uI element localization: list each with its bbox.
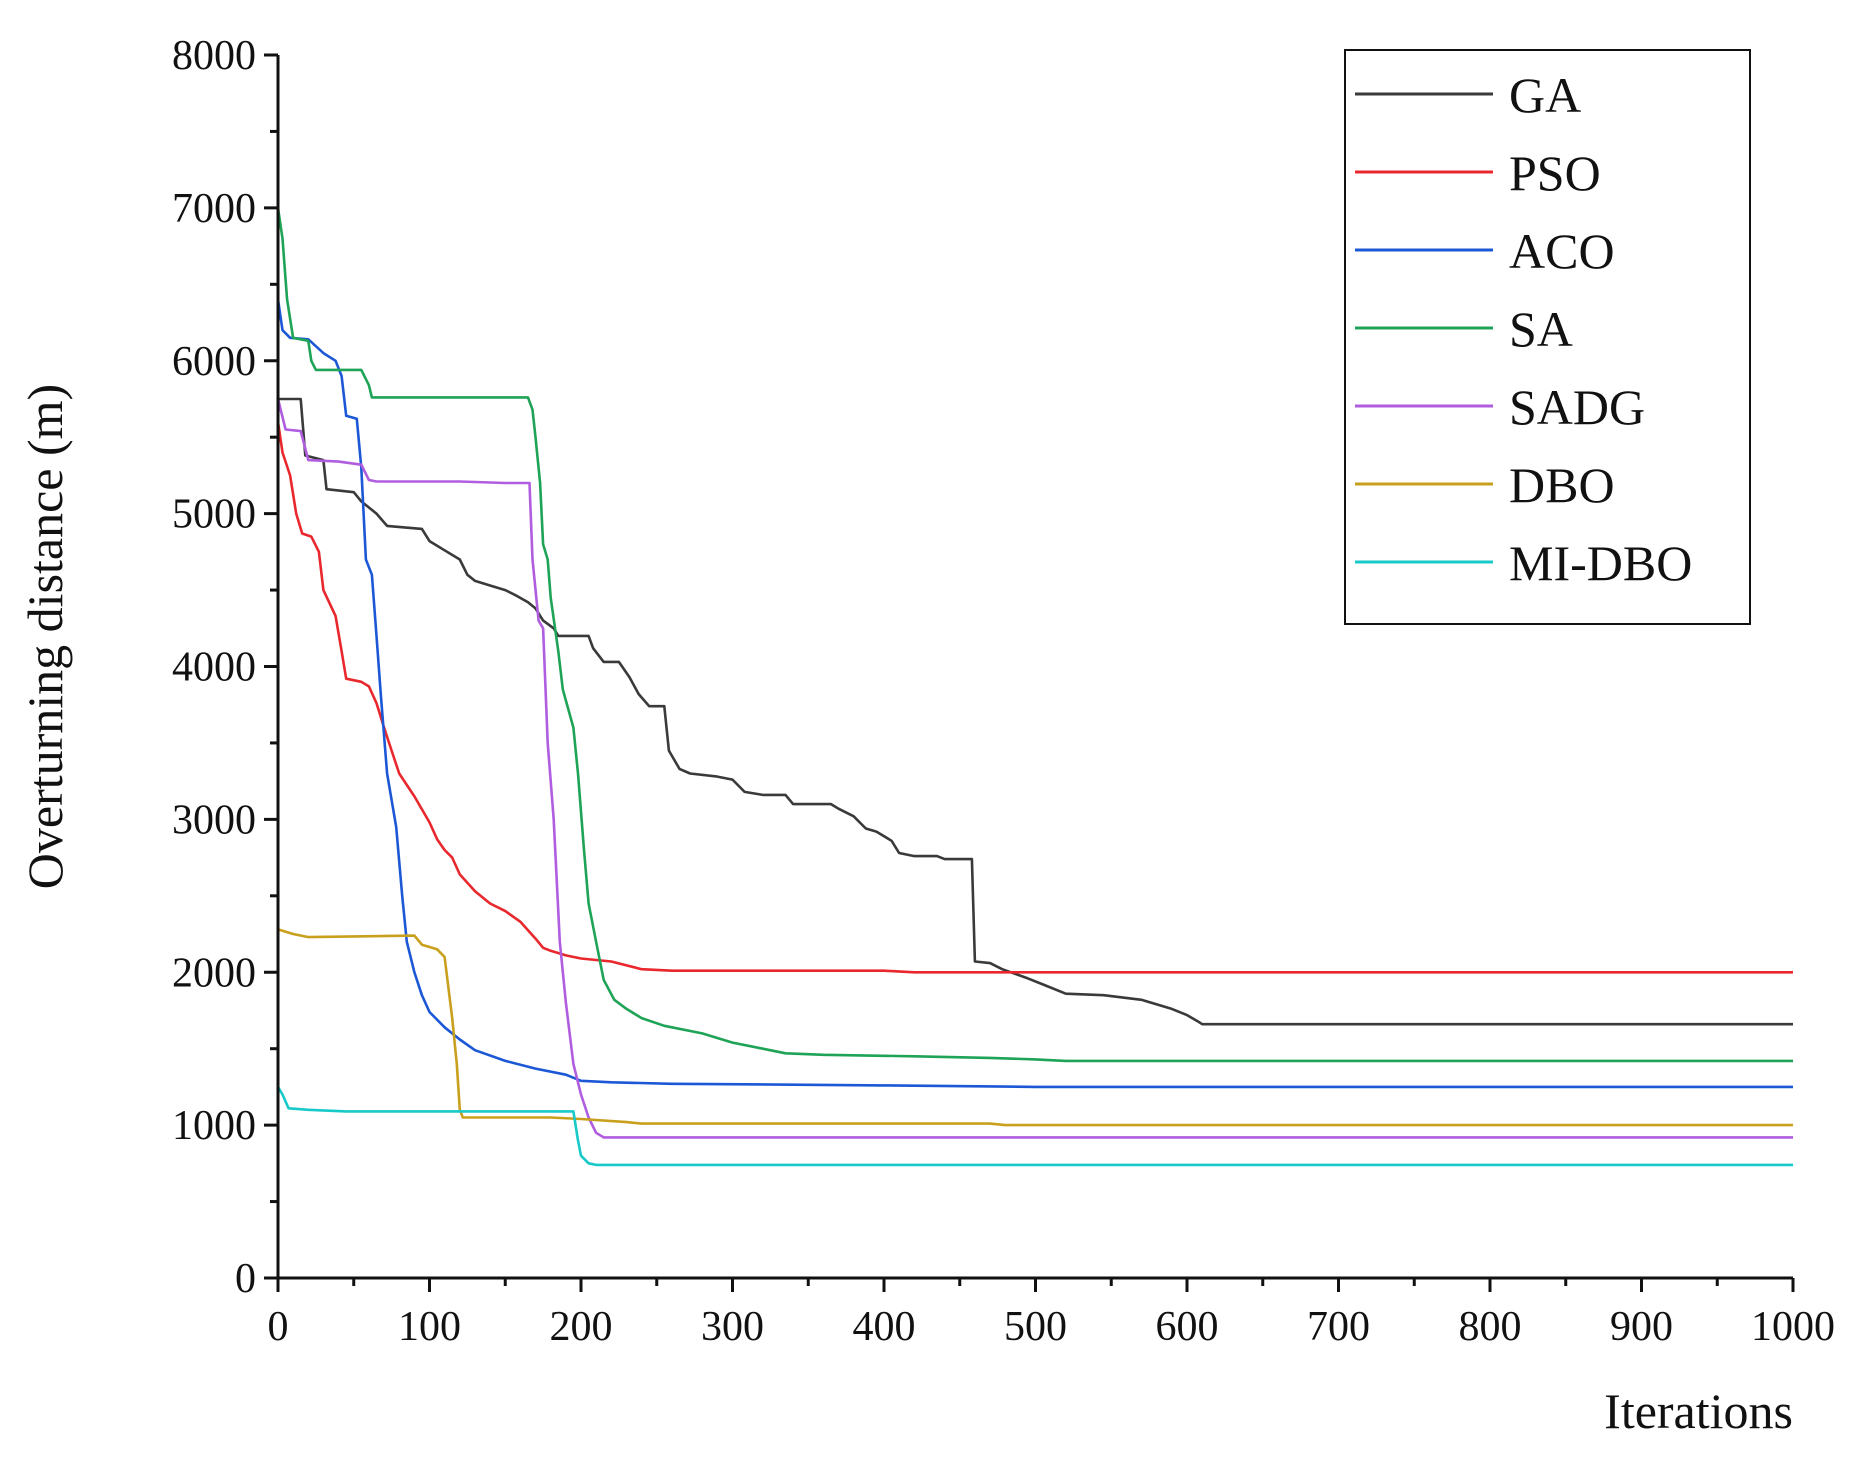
x-tick-label: 500 xyxy=(1004,1304,1067,1350)
x-tick-label: 0 xyxy=(268,1304,289,1350)
y-axis-ticks: 0 1000 2000 3000 4000 5000 6000 7000 8000 xyxy=(172,33,278,1302)
legend-item-dbo: DBO xyxy=(1355,457,1615,513)
legend-item-mi-dbo: MI-DBO xyxy=(1355,535,1692,591)
x-tick-label: 300 xyxy=(701,1304,764,1350)
series-layer xyxy=(276,207,1793,1167)
legend-label: SA xyxy=(1509,301,1573,357)
y-tick-label: 2000 xyxy=(172,950,256,996)
x-tick-label: 800 xyxy=(1459,1304,1522,1350)
x-axis-ticks: 0 100 200 300 400 500 600 700 800 900 1000 xyxy=(268,1278,1835,1350)
legend: GA PSO ACO SA SADG DBO MI-DBO xyxy=(1344,49,1751,625)
y-tick-label: 4000 xyxy=(172,645,256,691)
legend-item-sa: SA xyxy=(1355,301,1573,357)
series-line-mi-dbo xyxy=(276,1086,1793,1167)
x-tick-label: 400 xyxy=(853,1304,916,1350)
legend-items: GA PSO ACO SA SADG DBO MI-DBO xyxy=(1355,67,1692,591)
y-tick-label: 0 xyxy=(235,1256,256,1302)
legend-box xyxy=(1344,49,1751,625)
x-tick-label: 1000 xyxy=(1751,1304,1835,1350)
x-tick-label: 600 xyxy=(1156,1304,1219,1350)
y-tick-label: 6000 xyxy=(172,339,256,385)
legend-item-sadg: SADG xyxy=(1355,379,1645,435)
y-tick-label: 1000 xyxy=(172,1103,256,1149)
x-tick-label: 100 xyxy=(398,1304,461,1350)
x-tick-label: 900 xyxy=(1610,1304,1673,1350)
y-tick-label: 7000 xyxy=(172,186,256,232)
series-line-ga xyxy=(278,397,1793,1026)
legend-label: SADG xyxy=(1509,379,1645,435)
y-tick-label: 8000 xyxy=(172,33,256,79)
x-tick-label: 200 xyxy=(550,1304,613,1350)
series-line-pso xyxy=(276,421,1793,974)
series-line-dbo xyxy=(277,928,1793,1127)
legend-label: MI-DBO xyxy=(1509,535,1692,591)
series-line-sadg xyxy=(276,398,1793,1139)
legend-label: GA xyxy=(1509,67,1581,123)
y-tick-label: 3000 xyxy=(172,797,256,843)
legend-label: DBO xyxy=(1509,457,1615,513)
legend-item-aco: ACO xyxy=(1355,223,1615,279)
y-axis-title: Overturning distance (m) xyxy=(17,384,73,889)
legend-label: PSO xyxy=(1509,145,1601,201)
x-axis-title: Iterations xyxy=(1604,1383,1793,1439)
series-line-sa xyxy=(276,207,1793,1063)
x-tick-label: 700 xyxy=(1307,1304,1370,1350)
y-tick-label: 5000 xyxy=(172,492,256,538)
legend-item-pso: PSO xyxy=(1355,145,1601,201)
legend-item-ga: GA xyxy=(1355,67,1581,123)
legend-label: ACO xyxy=(1509,223,1615,279)
